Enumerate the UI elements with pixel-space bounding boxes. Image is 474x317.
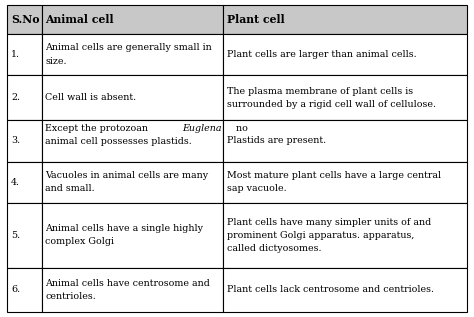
Text: 2.: 2. bbox=[11, 93, 20, 102]
Text: surrounded by a rigid cell wall of cellulose.: surrounded by a rigid cell wall of cellu… bbox=[227, 100, 436, 109]
Bar bbox=[223, 203, 467, 268]
Bar bbox=[7, 5, 42, 34]
Text: prominent Golgi apparatus. apparatus,: prominent Golgi apparatus. apparatus, bbox=[227, 231, 414, 240]
Bar bbox=[223, 162, 467, 203]
Bar bbox=[223, 75, 467, 120]
Text: sap vacuole.: sap vacuole. bbox=[227, 184, 287, 193]
Text: Except the protozoan: Except the protozoan bbox=[46, 124, 151, 133]
Text: Cell wall is absent.: Cell wall is absent. bbox=[46, 93, 137, 102]
Bar bbox=[7, 120, 42, 162]
Text: Animal cells are generally small in: Animal cells are generally small in bbox=[46, 43, 212, 53]
Text: Plastids are present.: Plastids are present. bbox=[227, 136, 326, 145]
Text: Vacuoles in animal cells are many: Vacuoles in animal cells are many bbox=[46, 171, 209, 180]
Text: Plant cell: Plant cell bbox=[227, 14, 285, 25]
Bar bbox=[7, 162, 42, 203]
Bar bbox=[42, 5, 223, 34]
Text: no: no bbox=[233, 124, 248, 133]
Text: 1.: 1. bbox=[11, 50, 20, 59]
Text: The plasma membrane of plant cells is: The plasma membrane of plant cells is bbox=[227, 87, 413, 95]
Text: S.No: S.No bbox=[11, 14, 39, 25]
Text: Plant cells lack centrosome and centrioles.: Plant cells lack centrosome and centriol… bbox=[227, 285, 434, 294]
Text: 5.: 5. bbox=[11, 231, 20, 240]
Bar bbox=[223, 5, 467, 34]
Bar bbox=[42, 268, 223, 312]
Bar bbox=[42, 34, 223, 75]
Bar bbox=[7, 268, 42, 312]
Text: 3.: 3. bbox=[11, 136, 20, 145]
Bar bbox=[42, 162, 223, 203]
Text: Animal cells have a single highly: Animal cells have a single highly bbox=[46, 224, 203, 233]
Bar bbox=[7, 203, 42, 268]
Text: Plant cells have many simpler units of and: Plant cells have many simpler units of a… bbox=[227, 217, 431, 227]
Text: and small.: and small. bbox=[46, 184, 95, 193]
Text: 6.: 6. bbox=[11, 285, 20, 294]
Bar bbox=[223, 34, 467, 75]
Text: animal cell possesses plastids.: animal cell possesses plastids. bbox=[46, 137, 192, 146]
Text: Animal cell: Animal cell bbox=[46, 14, 114, 25]
Bar bbox=[42, 75, 223, 120]
Bar bbox=[7, 75, 42, 120]
Bar bbox=[42, 120, 223, 162]
Text: complex Golgi: complex Golgi bbox=[46, 237, 114, 246]
Text: size.: size. bbox=[46, 57, 67, 66]
Bar bbox=[223, 268, 467, 312]
Text: Most mature plant cells have a large central: Most mature plant cells have a large cen… bbox=[227, 171, 441, 180]
Text: centrioles.: centrioles. bbox=[46, 292, 96, 301]
Text: Plant cells are larger than animal cells.: Plant cells are larger than animal cells… bbox=[227, 50, 417, 59]
Text: called dictyosomes.: called dictyosomes. bbox=[227, 244, 321, 253]
Text: Euglena: Euglena bbox=[182, 124, 222, 133]
Text: 4.: 4. bbox=[11, 178, 20, 187]
Bar bbox=[223, 120, 467, 162]
Bar bbox=[42, 203, 223, 268]
Text: Animal cells have centrosome and: Animal cells have centrosome and bbox=[46, 279, 210, 288]
Bar bbox=[7, 34, 42, 75]
